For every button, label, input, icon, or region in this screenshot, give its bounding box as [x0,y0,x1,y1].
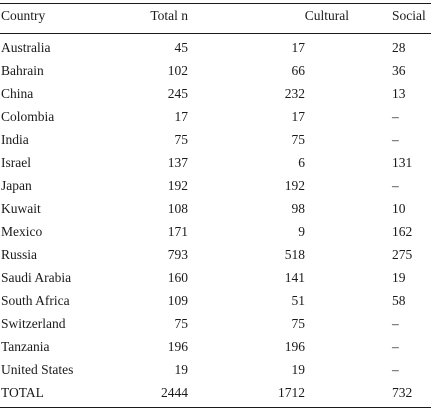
table-row: Japan 192 192 – [0,174,431,197]
table-row: China 245 232 13 [0,82,431,105]
cell-country: United States [1,362,74,377]
cell-total: 160 [167,270,188,285]
cell-total: 19 [174,362,189,377]
cell-country: TOTAL [1,385,44,400]
table-row: South Africa 109 51 58 [0,289,431,312]
cell-country: Saudi Arabia [1,270,72,285]
cell-social: 275 [392,247,413,262]
header-country: Country [1,8,46,23]
cell-country: Japan [1,178,32,193]
cell-total: 45 [174,40,189,55]
table-row: Israel 137 6 131 [0,151,431,174]
cell-social: 28 [392,40,406,55]
cell-total: 108 [167,201,188,216]
cell-total: 245 [167,86,188,101]
cell-social: 131 [392,155,413,170]
cell-social: 36 [392,63,406,78]
cell-total: 75 [174,316,189,331]
cell-cultural: 6 [298,155,305,170]
cell-social: 19 [392,270,406,285]
cell-cultural: 232 [284,86,305,101]
table-bottom-rule [0,407,431,408]
table-row: Mexico 171 9 162 [0,220,431,243]
cell-cultural: 141 [284,270,305,285]
cell-total: 793 [167,247,188,262]
cell-total: 75 [174,132,189,147]
cell-country: Russia [1,247,38,262]
cell-cultural: 1712 [278,385,305,400]
cell-social: – [392,339,399,354]
cell-social: – [392,178,399,193]
table-row: India 75 75 – [0,128,431,151]
table-row: Russia 793 518 275 [0,243,431,266]
cell-total: 137 [167,155,188,170]
cell-cultural: 66 [291,63,306,78]
cell-cultural: 75 [291,316,306,331]
cell-total: 192 [167,178,188,193]
table-top-rule [0,3,431,4]
cell-total: 171 [167,224,188,239]
cell-country: Colombia [1,109,55,124]
header-cultural: Cultural [304,8,349,23]
cell-total: 196 [167,339,188,354]
cell-cultural: 192 [284,178,305,193]
table-row: Australia 45 17 28 [0,36,431,59]
cell-social: 732 [392,385,413,400]
cell-country: Bahrain [1,63,44,78]
table-row: TOTAL 2444 1712 732 [0,381,431,404]
cell-total: 17 [174,109,189,124]
cell-total: 109 [167,293,188,308]
table-row: Tanzania 196 196 – [0,335,431,358]
cell-social: – [392,362,399,377]
cell-social: – [392,132,399,147]
cell-cultural: 17 [291,40,306,55]
table-row: Colombia 17 17 – [0,105,431,128]
cell-social: – [392,109,399,124]
table-row: Switzerland 75 75 – [0,312,431,335]
table-row: Saudi Arabia 160 141 19 [0,266,431,289]
cell-country: Tanzania [1,339,50,354]
table-row: United States 19 19 – [0,358,431,381]
cell-country: China [1,86,34,101]
cell-cultural: 19 [291,362,306,377]
cell-cultural: 518 [284,247,305,262]
cell-country: South Africa [1,293,70,308]
cell-social: 58 [392,293,406,308]
cell-country: Kuwait [1,201,41,216]
cell-cultural: 196 [284,339,305,354]
cell-country: Israel [1,155,31,170]
cell-cultural: 75 [291,132,306,147]
cell-social: 162 [392,224,413,239]
table-header-row: Country Total n Cultural Social [0,4,431,27]
cell-cultural: 9 [298,224,305,239]
cell-social: – [392,316,399,331]
table-row: Kuwait 108 98 10 [0,197,431,220]
cell-country: Australia [1,40,51,55]
header-social: Social [392,8,426,23]
cell-cultural: 17 [291,109,306,124]
cell-cultural: 51 [291,293,306,308]
cell-total: 2444 [161,385,188,400]
cell-cultural: 98 [291,201,306,216]
cell-social: 10 [392,201,406,216]
cell-country: Mexico [1,224,43,239]
header-total: Total n [150,8,188,23]
cell-social: 13 [392,86,406,101]
cell-country: Switzerland [1,316,66,331]
table-row: Bahrain 102 66 36 [0,59,431,82]
cell-country: India [1,132,29,147]
cell-total: 102 [167,63,188,78]
table-header-rule [0,33,431,34]
